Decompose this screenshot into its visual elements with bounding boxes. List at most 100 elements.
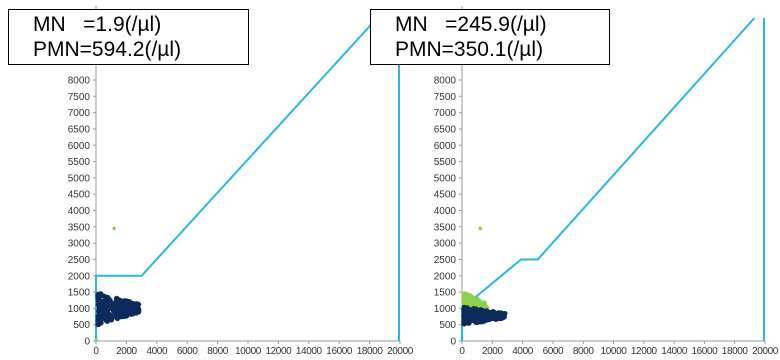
x-tick-label: 0	[459, 346, 465, 357]
data-point-s1	[132, 301, 138, 308]
y-tick-label: 3500	[68, 222, 91, 233]
y-tick-label: 4500	[434, 190, 457, 201]
y-tick-label: 6000	[68, 141, 91, 152]
x-tick-label: 10000	[235, 346, 262, 357]
annotation-mn-right: MN =245.9(/µl)	[395, 13, 547, 36]
data-point-s1	[477, 300, 483, 306]
y-tick-label: 5000	[68, 173, 91, 184]
gate-boundary-line	[95, 17, 378, 341]
y-tick-label: 3500	[434, 222, 457, 233]
data-point-s1	[107, 304, 113, 310]
annotation-pmn-left: PMN=594.2(/µl)	[33, 38, 182, 61]
chart-panel-2: 0 500 1000 1500 2000 2500 3000 3500 4000 4500 5000…	[434, 6, 779, 357]
x-tick-label: 6000	[543, 346, 564, 357]
x-tick-label: 20000	[752, 346, 779, 357]
annotation-box-left: MN =1.9(/µl) PMN=594.2(/µl)	[8, 9, 249, 65]
data-point-s2	[112, 226, 117, 231]
y-tick-label: 8000	[68, 76, 91, 87]
x-tick-label: 6000	[177, 346, 198, 357]
y-tick-label: 3000	[68, 239, 91, 250]
x-tick-label: 18000	[357, 346, 384, 357]
y-tick-label: 0	[450, 337, 456, 348]
data-point-s1	[122, 298, 128, 304]
data-point-s2	[484, 308, 490, 314]
y-tick-label: 500	[439, 320, 456, 331]
y-tick-label: 500	[73, 320, 90, 331]
data-point-s1	[115, 307, 121, 313]
y-tick-label: 7000	[68, 108, 91, 119]
annotation-pmn-right: PMN=350.1(/µl)	[395, 38, 544, 61]
data-point-s2	[474, 308, 480, 314]
y-tick-label: 6500	[434, 124, 457, 135]
annotation-box-right: MN =245.9(/µl) PMN=350.1(/µl)	[370, 9, 610, 65]
data-point-s1	[95, 294, 101, 301]
x-tick-label: 0	[93, 346, 99, 357]
y-tick-label: 8000	[434, 76, 457, 87]
data-point-s1	[96, 319, 103, 326]
x-tick-label: 8000	[207, 346, 228, 357]
data-point-s2	[469, 308, 475, 314]
data-point-s2	[478, 314, 484, 320]
x-tick-label: 12000	[265, 346, 292, 357]
data-point-s1	[97, 311, 103, 317]
x-tick-label: 4000	[146, 346, 167, 357]
y-tick-label: 5500	[68, 157, 91, 168]
data-point-s1	[136, 308, 142, 314]
y-tick-label: 4000	[434, 206, 457, 217]
gate-boundary-line	[461, 17, 756, 341]
y-tick-label: 1000	[434, 304, 457, 315]
chart-panel-1: 0 500 1000 1500 2000 2500 3000 3500 4000 4500 5000…	[68, 6, 414, 357]
data-point-s1	[104, 318, 110, 324]
x-tick-label: 16000	[326, 346, 353, 357]
x-tick-label: 18000	[722, 346, 749, 357]
data-point-s2	[94, 338, 98, 342]
data-point-s1	[466, 298, 472, 304]
x-tick-label: 8000	[573, 346, 594, 357]
data-point-s2	[497, 313, 503, 319]
data-point-s2	[474, 319, 480, 325]
data-point-s1	[114, 303, 120, 309]
y-tick-label: 3000	[434, 239, 457, 250]
data-point-s1	[98, 301, 104, 307]
data-point-s1	[110, 308, 117, 314]
x-tick-label: 4000	[512, 346, 533, 357]
y-tick-label: 6500	[68, 124, 91, 135]
y-tick-label: 2000	[68, 271, 91, 282]
y-tick-label: 7500	[68, 92, 91, 103]
data-point-s1	[113, 314, 119, 320]
data-point-s1	[114, 295, 120, 302]
y-tick-label: 1500	[434, 288, 457, 299]
data-point-s1	[108, 315, 114, 321]
data-point-s2	[487, 313, 494, 320]
y-tick-label: 4000	[68, 206, 91, 217]
y-tick-label: 2500	[434, 255, 457, 266]
data-point-s1	[473, 300, 479, 307]
data-point-s1	[119, 303, 125, 310]
data-point-s1	[103, 310, 109, 316]
x-tick-label: 12000	[631, 346, 658, 357]
data-point-s1	[122, 308, 128, 314]
y-tick-label: 5000	[434, 173, 457, 184]
y-tick-label: 2000	[434, 271, 457, 282]
annotation-mn-left: MN =1.9(/µl)	[33, 13, 162, 36]
data-point-s2	[464, 313, 470, 320]
x-tick-label: 10000	[601, 346, 628, 357]
x-tick-label: 14000	[296, 346, 323, 357]
x-tick-label: 14000	[661, 346, 688, 357]
x-tick-label: 2000	[482, 346, 503, 357]
y-tick-label: 5500	[434, 157, 457, 168]
y-tick-label: 6000	[434, 141, 457, 152]
data-point-s3	[478, 226, 482, 231]
x-tick-label: 20000	[387, 346, 414, 357]
y-tick-label: 7500	[434, 92, 457, 103]
y-tick-label: 4500	[68, 190, 91, 201]
x-tick-label: 16000	[691, 346, 718, 357]
data-point-s2	[464, 308, 470, 314]
data-point-s2	[461, 304, 467, 310]
data-point-s1	[462, 292, 468, 298]
data-point-s1	[102, 299, 108, 305]
x-tick-label: 2000	[116, 346, 137, 357]
y-tick-label: 1500	[68, 288, 91, 299]
data-point-s2	[502, 310, 508, 317]
